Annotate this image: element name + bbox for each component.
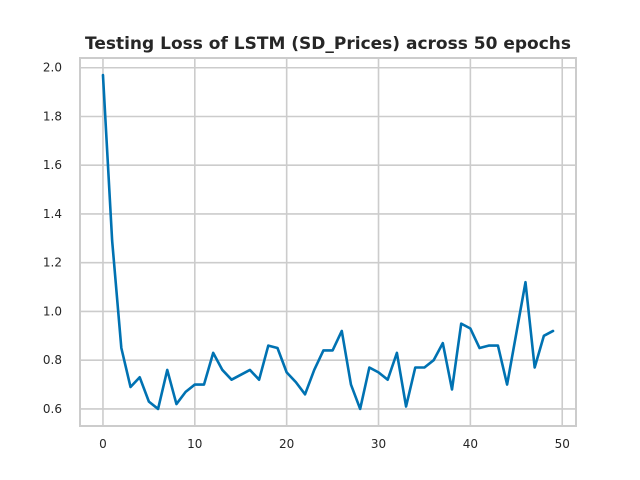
y-tick-label: 1.6 [43, 158, 62, 172]
y-tick-label: 1.0 [43, 304, 62, 318]
y-tick-label: 0.8 [43, 353, 62, 367]
chart-title: Testing Loss of LSTM (SD_Prices) across … [85, 34, 571, 54]
x-tick-label: 40 [463, 437, 478, 451]
y-tick-label: 2.0 [43, 61, 62, 75]
x-tick-label: 0 [99, 437, 107, 451]
y-axis-ticks: 0.6 0.8 1.0 1.2 1.4 1.6 1.8 2.0 [43, 61, 62, 416]
x-axis-ticks: 0 10 20 30 40 50 [99, 437, 570, 451]
series-layer [101, 73, 555, 411]
x-tick-label: 30 [371, 437, 386, 451]
y-tick-label: 1.8 [43, 109, 62, 123]
y-tick-label: 1.2 [43, 256, 62, 270]
y-tick-label: 0.6 [43, 402, 62, 416]
x-tick-label: 20 [279, 437, 294, 451]
grid [80, 58, 576, 426]
x-tick-label: 50 [555, 437, 570, 451]
y-tick-label: 1.4 [43, 207, 62, 221]
plot-frame [79, 57, 577, 427]
series-line [101, 73, 555, 411]
x-tick-label: 10 [187, 437, 202, 451]
